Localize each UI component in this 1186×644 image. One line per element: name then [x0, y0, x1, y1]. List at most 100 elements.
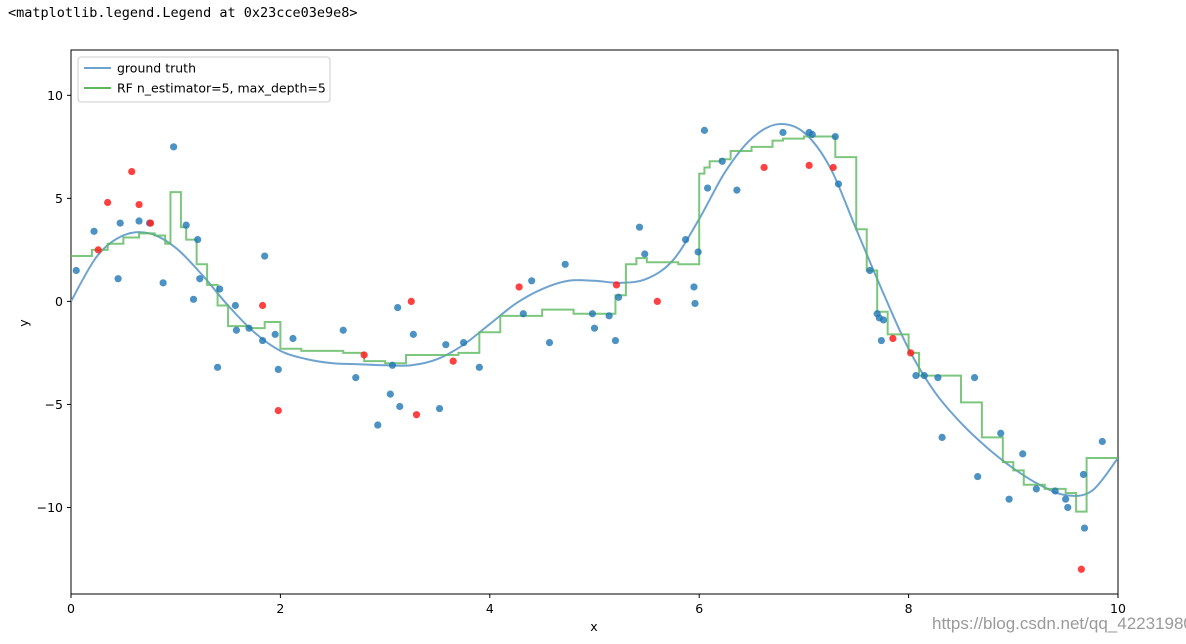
train-point [196, 275, 204, 283]
train-point [245, 324, 253, 332]
train-point [409, 330, 417, 338]
train-point [352, 374, 360, 382]
train-point [232, 326, 241, 334]
outlier-point [907, 349, 915, 357]
train-point [611, 336, 620, 345]
train-point [641, 250, 649, 258]
train-point [388, 361, 397, 369]
y-tick-label: 5 [55, 191, 63, 206]
train-point [460, 339, 468, 347]
legend-rf-label: RF n_estimator=5, max_depth=5 [117, 81, 326, 96]
train-point [339, 326, 347, 334]
train-point [475, 363, 483, 371]
train-point [216, 285, 224, 293]
outlier-point [128, 167, 136, 176]
train-point [194, 235, 202, 244]
train-point [1079, 470, 1088, 479]
train-point [135, 217, 143, 225]
train-point [271, 330, 279, 338]
outlier-point [515, 283, 523, 291]
train-point [386, 390, 394, 398]
train-point [831, 132, 839, 141]
chart-marks [71, 122, 1118, 573]
outlier-point [449, 357, 457, 365]
x-tick-label: 4 [486, 601, 494, 616]
train-point [718, 157, 726, 165]
train-point [394, 303, 402, 312]
train-point [1005, 495, 1013, 503]
outlier-point [407, 297, 415, 305]
train-point [681, 235, 690, 244]
train-point [703, 184, 712, 192]
train-point [733, 186, 741, 194]
x-tick-label: 2 [276, 601, 284, 616]
cell-output-text: <matplotlib.legend.Legend at 0x23cce03e9… [8, 5, 358, 21]
outlier-point [1077, 565, 1085, 573]
outlier-point [412, 411, 421, 419]
x-tick-label: 0 [67, 601, 75, 616]
outlier-point [805, 161, 813, 169]
train-point [374, 421, 382, 429]
train-point [1032, 485, 1040, 493]
train-point [72, 266, 80, 275]
train-point [635, 223, 644, 231]
axes: 0 2 4 6 8 10 10 5 0 −5 −10 [37, 88, 1126, 616]
outlier-point [829, 163, 837, 172]
train-point [396, 402, 404, 411]
x-tick-label: 6 [695, 601, 703, 616]
train-point [808, 130, 816, 139]
train-point [614, 293, 623, 301]
x-tick-label: 8 [905, 601, 913, 616]
outlier-point [259, 301, 267, 310]
train-point [691, 299, 699, 308]
train-point [116, 219, 124, 227]
watermark: https://blog.csdn.net/qq_42231980 [932, 614, 1186, 633]
train-point [588, 310, 597, 318]
outlier-point [653, 297, 661, 305]
train-point [690, 283, 698, 291]
train-point [114, 275, 122, 283]
plot-area [70, 49, 1119, 595]
legend-box [77, 56, 331, 103]
train-point [700, 126, 709, 134]
train-point [866, 266, 874, 275]
train-point [974, 472, 982, 481]
train-point [261, 252, 269, 260]
train-point [231, 301, 239, 310]
outlier-point [612, 281, 621, 289]
train-point [970, 374, 979, 382]
train-point [938, 433, 946, 441]
train-point [90, 227, 98, 235]
train-point [934, 374, 942, 382]
train-point [189, 295, 198, 303]
y-tick-label: 0 [55, 294, 63, 309]
train-point [590, 324, 599, 332]
x-tick-label: 10 [1110, 601, 1126, 616]
outlier-point [360, 351, 368, 359]
train-point [694, 248, 702, 256]
legend-ground-truth-label: ground truth [117, 61, 196, 76]
train-point [528, 277, 536, 285]
train-point [912, 371, 920, 380]
legend: ground truth RF n_estimator=5, max_depth… [77, 56, 331, 103]
train-point [1019, 450, 1027, 458]
y-tick-label: 10 [47, 88, 63, 103]
outlier-point [760, 163, 768, 172]
train-point [834, 180, 843, 188]
outlier-point [889, 334, 897, 343]
train-point [519, 310, 527, 318]
train-point [259, 336, 267, 345]
train-point [274, 365, 282, 373]
train-point [170, 143, 178, 151]
train-point [1062, 495, 1070, 503]
train-point [442, 341, 450, 349]
outlier-point [104, 198, 112, 207]
y-axis-label: y [16, 319, 31, 327]
train-point [1098, 437, 1106, 446]
train-point [1064, 503, 1072, 512]
train-point [877, 336, 885, 345]
train-point [1080, 524, 1089, 532]
train-point [1051, 487, 1059, 495]
train-point [182, 221, 190, 229]
